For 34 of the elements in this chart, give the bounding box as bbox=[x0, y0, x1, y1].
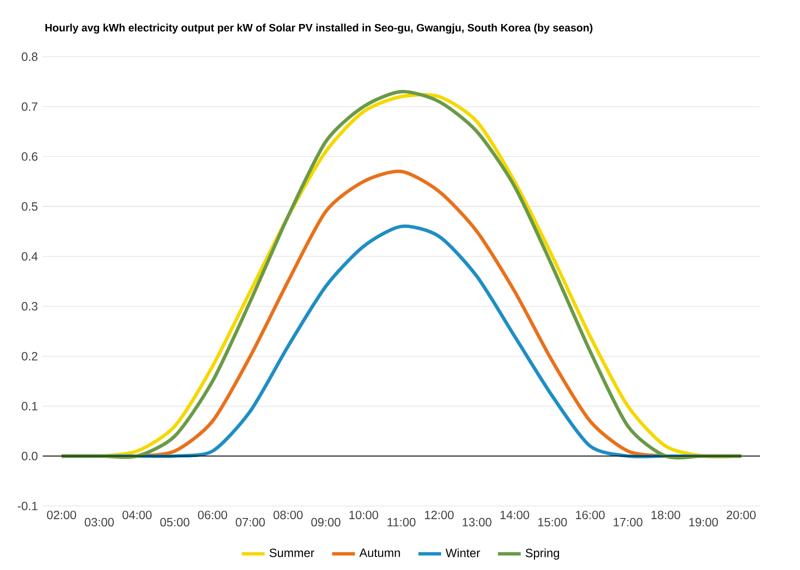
x-tick-label: 12:00 bbox=[424, 510, 454, 520]
x-tick-label: 04:00 bbox=[122, 510, 152, 520]
y-tick-label: 0.4 bbox=[22, 252, 38, 261]
x-tick-label: 17:00 bbox=[614, 518, 642, 526]
x-tick-label: 15:00 bbox=[538, 518, 567, 526]
x-tick-label: 05:00 bbox=[160, 518, 190, 526]
x-tick-label: 03:00 bbox=[84, 518, 114, 526]
y-tick-label: 0.8 bbox=[22, 52, 38, 61]
y-tick-label: 0.7 bbox=[22, 102, 38, 111]
y-tick-label: 0.5 bbox=[22, 202, 38, 211]
y-tick-label: 0.1 bbox=[22, 402, 38, 410]
x-tick-label: 19:00 bbox=[689, 518, 718, 526]
y-tick-label: 0.6 bbox=[22, 152, 38, 161]
x-tick-label: 08:00 bbox=[274, 510, 303, 520]
y-tick-label: -0.1 bbox=[18, 502, 38, 510]
x-tick-label: 18:00 bbox=[652, 510, 680, 520]
y-tick-label: 0.3 bbox=[22, 302, 38, 311]
x-tick-label: 14:00 bbox=[500, 510, 530, 520]
x-tick-label: 20:00 bbox=[726, 510, 756, 520]
x-tick-label: 09:00 bbox=[311, 518, 340, 526]
x-tick-label: 11:00 bbox=[388, 518, 416, 526]
x-tick-label: 13:00 bbox=[462, 518, 492, 526]
y-tick-label: 0.0 bbox=[22, 452, 38, 460]
legend-label: Spring bbox=[526, 548, 560, 560]
legend-label: Summer bbox=[270, 548, 314, 558]
chart-title: Hourly avg kWh electricity output per kW of Solar PV installed in Seo-gu, Gwangju, South Korea (by season) bbox=[45, 24, 592, 34]
x-tick-label: 02:00 bbox=[46, 510, 76, 520]
x-tick-label: 10:00 bbox=[349, 510, 378, 520]
x-tick-label: 06:00 bbox=[198, 510, 228, 520]
legend-label: Winter bbox=[446, 548, 480, 558]
y-tick-label: 0.2 bbox=[22, 352, 38, 360]
x-tick-label: 16:00 bbox=[576, 510, 605, 520]
legend-label: Autumn bbox=[359, 548, 400, 558]
x-tick-label: 07:00 bbox=[236, 518, 265, 526]
